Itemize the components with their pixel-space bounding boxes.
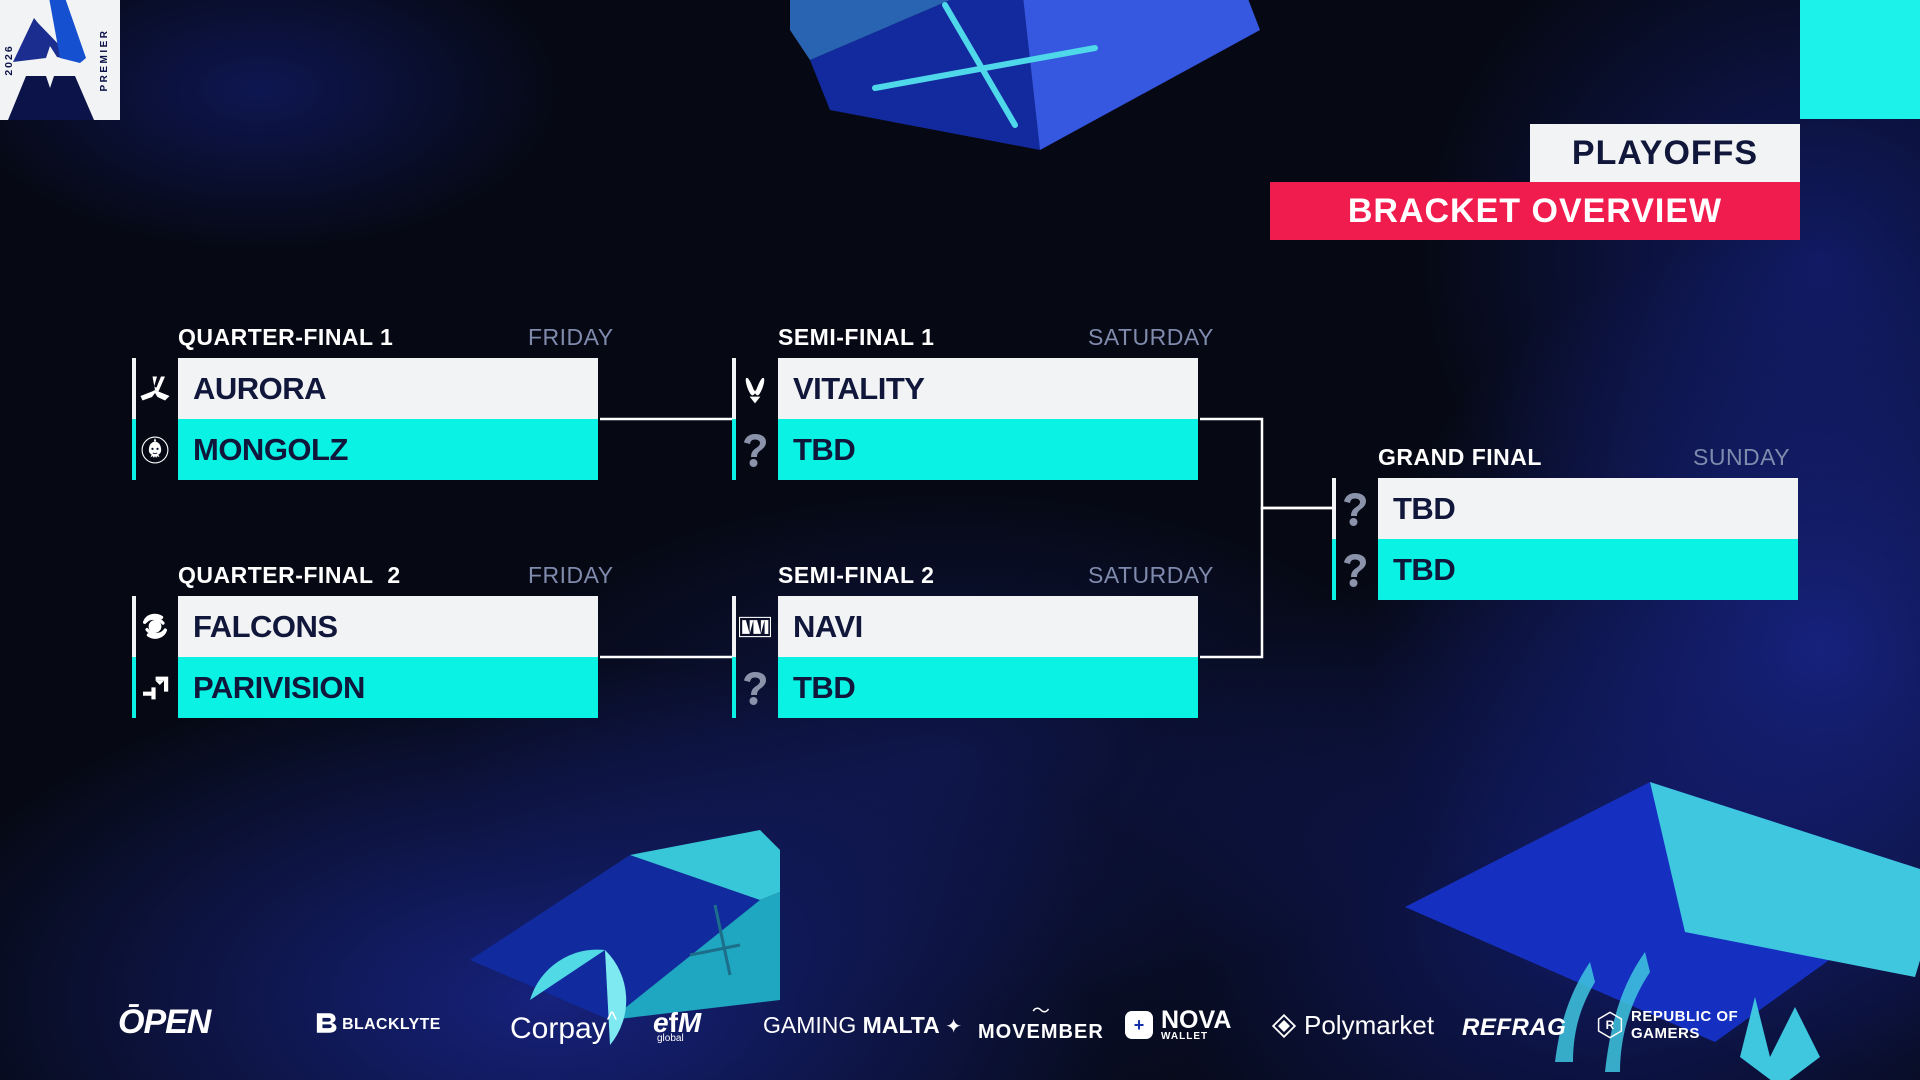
- svg-text:BLACKLYTE: BLACKLYTE: [342, 1016, 441, 1033]
- svg-text:R: R: [1606, 1018, 1615, 1032]
